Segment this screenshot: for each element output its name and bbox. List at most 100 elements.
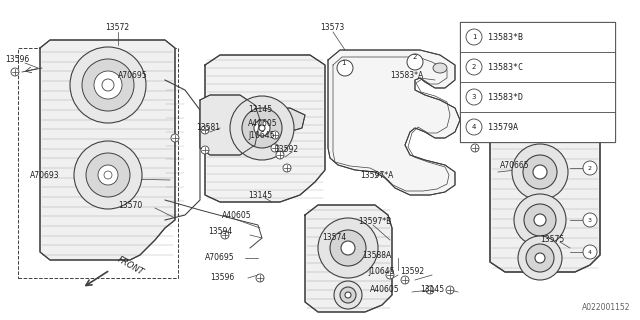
Circle shape	[221, 231, 229, 239]
Circle shape	[514, 194, 566, 246]
Circle shape	[276, 151, 284, 159]
Text: 13596: 13596	[5, 55, 29, 65]
Text: 13597*A: 13597*A	[360, 171, 394, 180]
Polygon shape	[255, 108, 305, 132]
Circle shape	[318, 218, 378, 278]
Polygon shape	[40, 40, 175, 260]
Polygon shape	[205, 55, 325, 202]
Circle shape	[401, 276, 409, 284]
Circle shape	[74, 141, 142, 209]
Circle shape	[532, 102, 548, 118]
Circle shape	[471, 144, 479, 152]
Bar	[460, 52, 615, 82]
Text: 13588A: 13588A	[362, 251, 391, 260]
Circle shape	[330, 230, 366, 266]
Text: 13583*C: 13583*C	[488, 62, 523, 71]
Text: A70695: A70695	[118, 70, 148, 79]
Bar	[460, 22, 615, 142]
Bar	[18, 48, 178, 278]
Circle shape	[283, 164, 291, 172]
Text: 2: 2	[472, 64, 476, 70]
Circle shape	[340, 287, 356, 303]
Circle shape	[466, 29, 482, 45]
Text: 13596: 13596	[210, 274, 234, 283]
Circle shape	[242, 108, 282, 148]
Circle shape	[271, 131, 279, 139]
Polygon shape	[200, 95, 260, 155]
Circle shape	[201, 126, 209, 134]
Circle shape	[82, 59, 134, 111]
Text: 13145: 13145	[248, 106, 272, 115]
Text: 13574: 13574	[322, 234, 346, 243]
Text: A40605: A40605	[222, 211, 252, 220]
Text: 13592: 13592	[274, 146, 298, 155]
Circle shape	[518, 236, 562, 280]
Text: A70693: A70693	[30, 171, 60, 180]
Circle shape	[512, 144, 568, 200]
Circle shape	[98, 165, 118, 185]
Circle shape	[522, 92, 558, 128]
Text: 13145: 13145	[420, 285, 444, 294]
Text: 1: 1	[472, 34, 476, 40]
Circle shape	[271, 144, 279, 152]
Circle shape	[256, 274, 264, 282]
Polygon shape	[328, 50, 460, 195]
Polygon shape	[490, 72, 600, 272]
Circle shape	[407, 54, 423, 70]
Polygon shape	[305, 205, 392, 312]
Circle shape	[86, 153, 130, 197]
Text: 13583*D: 13583*D	[488, 92, 523, 101]
Text: A70665: A70665	[500, 161, 530, 170]
Circle shape	[466, 119, 482, 135]
Circle shape	[535, 253, 545, 263]
Circle shape	[583, 161, 597, 175]
Circle shape	[230, 96, 294, 160]
Text: 13579A: 13579A	[488, 123, 518, 132]
Circle shape	[510, 80, 570, 140]
Text: J10645: J10645	[248, 132, 275, 140]
Text: 4: 4	[472, 124, 476, 130]
Circle shape	[466, 89, 482, 105]
Circle shape	[426, 286, 434, 294]
Circle shape	[466, 59, 482, 75]
Circle shape	[533, 165, 547, 179]
Text: 2: 2	[588, 165, 592, 171]
Circle shape	[583, 245, 597, 259]
Circle shape	[337, 60, 353, 76]
Text: 1: 1	[340, 60, 345, 66]
Circle shape	[70, 47, 146, 123]
Text: 13597*B: 13597*B	[358, 218, 391, 227]
Circle shape	[102, 79, 114, 91]
Text: A022001152: A022001152	[582, 303, 630, 313]
Circle shape	[171, 134, 179, 142]
Circle shape	[254, 120, 270, 136]
Text: 13572: 13572	[105, 23, 129, 33]
Bar	[460, 22, 615, 52]
Text: 4: 4	[588, 250, 592, 254]
Text: 1: 1	[588, 106, 592, 110]
Circle shape	[446, 286, 454, 294]
Circle shape	[11, 68, 19, 76]
Circle shape	[94, 71, 122, 99]
Text: A40605: A40605	[370, 285, 399, 294]
Circle shape	[524, 204, 556, 236]
Circle shape	[523, 155, 557, 189]
Circle shape	[259, 125, 265, 131]
Bar	[460, 82, 615, 112]
Text: 3: 3	[588, 218, 592, 222]
Circle shape	[341, 241, 355, 255]
Circle shape	[583, 213, 597, 227]
Text: 2: 2	[413, 54, 417, 60]
Text: 13575: 13575	[540, 236, 564, 244]
Bar	[460, 112, 615, 142]
Circle shape	[386, 271, 394, 279]
Circle shape	[345, 292, 351, 298]
Text: 13594: 13594	[208, 228, 232, 236]
Text: FRONT: FRONT	[116, 255, 145, 277]
Text: 13581: 13581	[196, 124, 220, 132]
Text: 3: 3	[472, 94, 476, 100]
Text: J10645: J10645	[368, 268, 394, 276]
Text: 13583*A: 13583*A	[390, 70, 423, 79]
Text: 13573: 13573	[320, 23, 344, 33]
Text: A70695: A70695	[205, 253, 235, 262]
